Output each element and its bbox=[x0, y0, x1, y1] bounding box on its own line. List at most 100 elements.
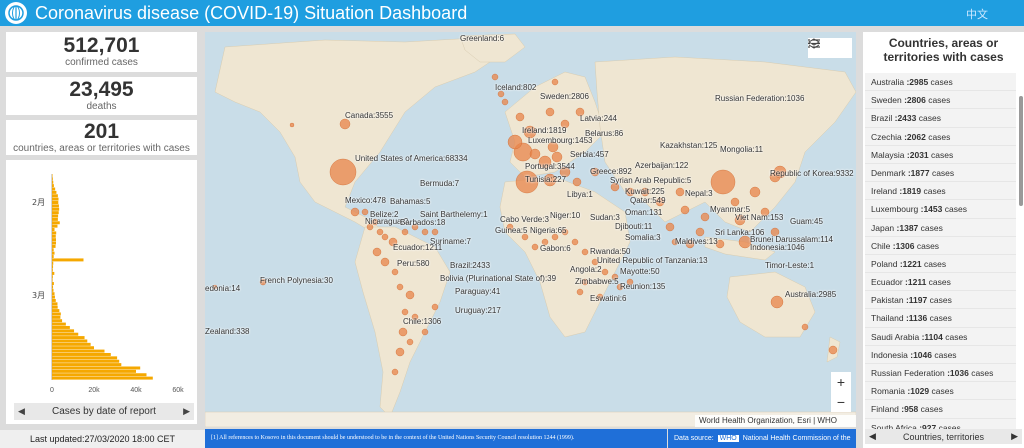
map-country-label[interactable]: Azerbaijan:122 bbox=[635, 161, 689, 170]
map-country-label[interactable]: Portugal:3544 bbox=[525, 162, 575, 171]
case-bubble[interactable] bbox=[572, 177, 582, 187]
epi-bar[interactable] bbox=[52, 309, 60, 313]
epi-bar[interactable] bbox=[52, 241, 56, 245]
case-bubble[interactable] bbox=[581, 278, 589, 286]
map-country-label[interactable]: Ecuador:1211 bbox=[393, 243, 443, 252]
case-bubble[interactable] bbox=[515, 112, 525, 122]
epi-bar[interactable] bbox=[52, 275, 53, 279]
map-country-label[interactable]: Cabo Verde:3 bbox=[500, 215, 549, 224]
case-bubble[interactable] bbox=[376, 228, 384, 236]
case-bubble[interactable] bbox=[538, 155, 552, 169]
case-bubble[interactable] bbox=[398, 327, 408, 337]
map-country-label[interactable]: Sri Lanka:106 bbox=[715, 228, 765, 237]
epi-bar[interactable] bbox=[52, 298, 56, 302]
zoom-out-icon[interactable]: − bbox=[836, 394, 846, 410]
country-list-item[interactable]: South Africa :927 cases bbox=[865, 418, 1016, 430]
case-bubble[interactable] bbox=[738, 235, 752, 249]
epi-bar[interactable] bbox=[52, 312, 61, 316]
epi-bar[interactable] bbox=[52, 255, 54, 259]
epi-bar[interactable] bbox=[52, 238, 56, 242]
case-bubble[interactable] bbox=[421, 328, 429, 336]
epi-bar[interactable] bbox=[52, 187, 56, 191]
map-country-label[interactable]: Oman:131 bbox=[625, 208, 663, 217]
case-bubble[interactable] bbox=[734, 214, 746, 226]
country-list-item[interactable]: Chile :1306 cases bbox=[865, 236, 1016, 255]
case-bubble[interactable] bbox=[675, 187, 685, 197]
country-list-item[interactable]: Japan :1387 cases bbox=[865, 218, 1016, 237]
case-bubble[interactable] bbox=[329, 158, 357, 186]
epi-bar[interactable] bbox=[52, 282, 54, 286]
case-bubble[interactable] bbox=[640, 187, 650, 197]
country-list-item[interactable]: Luxembourg :1453 cases bbox=[865, 200, 1016, 219]
case-bubble[interactable] bbox=[497, 90, 505, 98]
map-country-label[interactable]: Luxembourg:1453 bbox=[528, 136, 593, 145]
map-country-label[interactable]: Barbados:18 bbox=[400, 218, 446, 227]
epi-bar[interactable] bbox=[52, 231, 57, 235]
case-bubble[interactable] bbox=[339, 118, 351, 130]
case-bubble[interactable] bbox=[680, 205, 690, 215]
case-bubble[interactable] bbox=[523, 125, 537, 139]
case-bubble[interactable] bbox=[361, 208, 369, 216]
case-bubble[interactable] bbox=[411, 223, 419, 231]
map-country-label[interactable]: Bermuda:7 bbox=[420, 179, 460, 188]
epi-bar[interactable] bbox=[52, 261, 54, 265]
case-bubble[interactable] bbox=[770, 295, 784, 309]
chart-nav-label[interactable]: Cases by date of report bbox=[52, 406, 156, 417]
epi-bar[interactable] bbox=[52, 251, 55, 255]
map-country-label[interactable]: Tunisia:227 bbox=[525, 175, 567, 184]
map-country-label[interactable]: Mayotte:50 bbox=[620, 267, 660, 276]
country-list-scrollbar[interactable] bbox=[1019, 96, 1023, 206]
map-country-label[interactable]: Canada:3555 bbox=[345, 111, 394, 120]
epi-bar[interactable] bbox=[52, 352, 111, 356]
country-list-nav-label[interactable]: Countries, territories bbox=[902, 431, 985, 442]
epi-bar[interactable] bbox=[52, 288, 54, 292]
case-bubble[interactable] bbox=[401, 228, 409, 236]
map-country-label[interactable]: Bolivia (Plurinational State of):39 bbox=[440, 274, 557, 283]
case-bubble[interactable] bbox=[507, 134, 523, 150]
epi-bar[interactable] bbox=[52, 258, 84, 262]
case-bubble[interactable] bbox=[601, 268, 609, 276]
case-bubble[interactable] bbox=[547, 141, 559, 153]
map-country-label[interactable]: Nepal:3 bbox=[685, 189, 713, 198]
map-country-label[interactable]: Maldives:13 bbox=[675, 237, 718, 246]
map-country-label[interactable]: Ireland:1819 bbox=[522, 126, 567, 135]
country-list-item[interactable]: Finland :958 cases bbox=[865, 400, 1016, 419]
epi-bar[interactable] bbox=[52, 325, 70, 329]
country-list-item[interactable]: Romania :1029 cases bbox=[865, 382, 1016, 401]
epi-bar[interactable] bbox=[52, 228, 55, 232]
case-bubble[interactable] bbox=[551, 233, 559, 241]
country-list-item[interactable]: Thailand :1136 cases bbox=[865, 309, 1016, 328]
language-link[interactable]: 中文 bbox=[966, 9, 988, 21]
country-list-item[interactable]: Indonesia :1046 cases bbox=[865, 345, 1016, 364]
map-country-label[interactable]: Eswatini:6 bbox=[590, 294, 627, 303]
case-bubble[interactable] bbox=[543, 173, 557, 187]
map-country-label[interactable]: Saint Barthelemy:1 bbox=[420, 210, 488, 219]
case-bubble[interactable] bbox=[501, 98, 509, 106]
case-bubble[interactable] bbox=[655, 197, 665, 207]
country-list-item[interactable]: Pakistan :1197 cases bbox=[865, 291, 1016, 310]
map-country-label[interactable]: Greenland:6 bbox=[460, 34, 505, 43]
epi-bar[interactable] bbox=[52, 369, 136, 373]
map-country-label[interactable]: Paraguay:41 bbox=[455, 287, 501, 296]
case-bubble[interactable] bbox=[380, 257, 390, 267]
map-country-label[interactable]: Gabon:6 bbox=[540, 244, 571, 253]
case-bubble[interactable] bbox=[575, 107, 585, 117]
epi-bar[interactable] bbox=[52, 363, 122, 367]
case-bubble[interactable] bbox=[541, 238, 549, 246]
map-country-label[interactable]: Republic of Korea:9332 bbox=[770, 169, 854, 178]
case-bubble[interactable] bbox=[395, 347, 405, 357]
map-country-label[interactable]: French Polynesia:30 bbox=[260, 276, 333, 285]
map-country-label[interactable]: Indonesia:1046 bbox=[750, 243, 805, 252]
case-bubble[interactable] bbox=[671, 238, 679, 246]
case-bubble[interactable] bbox=[411, 313, 419, 321]
case-bubble[interactable] bbox=[700, 212, 710, 222]
map-country-label[interactable]: Qatar:549 bbox=[630, 196, 666, 205]
map-country-label[interactable]: Kazakhstan:125 bbox=[660, 141, 718, 150]
country-list-item[interactable]: Czechia :2062 cases bbox=[865, 127, 1016, 146]
case-bubble[interactable] bbox=[491, 73, 499, 81]
case-bubble[interactable] bbox=[730, 197, 740, 207]
epi-bar[interactable] bbox=[52, 217, 58, 221]
map-country-label[interactable]: Guinea:5 bbox=[495, 226, 528, 235]
chevron-left-icon[interactable]: ◀ bbox=[18, 406, 25, 416]
map-country-label[interactable]: Rwanda:50 bbox=[590, 247, 631, 256]
